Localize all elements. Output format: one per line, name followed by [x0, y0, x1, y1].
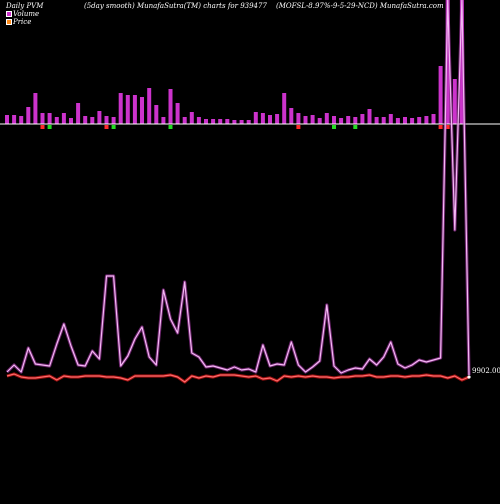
volume-bar	[168, 89, 173, 124]
volume-bar	[417, 117, 422, 124]
volume-bar	[282, 93, 287, 124]
volume-bar	[232, 120, 237, 124]
volume-bar	[154, 105, 159, 124]
volume-bar	[12, 115, 17, 124]
volume-bar	[125, 95, 130, 124]
down-day-marker	[332, 125, 336, 129]
volume-bar	[140, 97, 144, 124]
volume-bar	[97, 111, 102, 124]
volume-bar	[296, 113, 301, 124]
volume-bar	[175, 103, 180, 124]
volume-bar	[61, 113, 66, 124]
legend-price: Price	[6, 18, 31, 26]
volume-bar	[218, 119, 223, 124]
volume-bar	[452, 79, 457, 124]
volume-bar	[47, 113, 52, 124]
volume-bar	[118, 93, 123, 124]
volume-bar	[438, 66, 443, 124]
volume-bar	[317, 118, 322, 124]
volume-bar	[54, 117, 59, 124]
chart-symbol: (MOFSL-8.97%-9-5-29-NCD) MunafaSutra.com	[276, 2, 444, 10]
volume-bar	[33, 93, 38, 124]
down-day-marker	[168, 125, 173, 129]
volume-bar	[346, 116, 351, 124]
volume-bar	[410, 118, 415, 124]
chart-type-label: Daily PVM	[6, 2, 44, 10]
volume-bar	[367, 109, 372, 124]
volume-bar	[353, 117, 358, 124]
volume-bar	[189, 112, 194, 124]
volume-bar	[324, 113, 329, 124]
volume-bar	[5, 115, 9, 124]
volume-bar	[132, 95, 137, 124]
down-day-marker	[438, 125, 443, 129]
volume-bar	[40, 113, 45, 124]
volume-bar	[76, 103, 81, 124]
legend-volume: Volume	[6, 10, 39, 18]
down-day-marker	[353, 125, 358, 129]
legend-volume-swatch	[6, 11, 12, 17]
volume-bar	[204, 119, 208, 124]
volume-bar	[403, 117, 407, 124]
last-price-label: 9902.00 8.80	[472, 367, 500, 375]
down-day-marker	[40, 125, 45, 129]
legend-volume-label: Volume	[13, 10, 40, 18]
down-day-marker	[47, 125, 52, 129]
volume-bar	[268, 115, 272, 124]
volume-bar	[289, 108, 294, 124]
volume-line-glow	[5, 0, 471, 376]
volume-bar	[381, 117, 386, 124]
volume-bar	[303, 116, 308, 124]
volume-bar	[111, 117, 116, 124]
down-day-marker	[445, 125, 450, 129]
volume-bar	[90, 117, 95, 124]
volume-line	[6, 0, 470, 376]
volume-bar	[69, 118, 73, 124]
volume-bar	[395, 118, 400, 124]
legend-price-label: Price	[13, 18, 32, 26]
volume-bar	[260, 113, 265, 124]
volume-bar	[332, 116, 336, 124]
price-end-marker	[467, 375, 471, 379]
volume-bar	[388, 114, 393, 124]
volume-bar	[239, 120, 244, 124]
volume-bar	[196, 117, 201, 124]
volume-bar	[253, 112, 258, 124]
volume-bar	[83, 116, 88, 124]
volume-bar	[147, 88, 152, 124]
volume-bar	[104, 116, 109, 124]
volume-bar	[182, 117, 187, 124]
chart-title: (5day smooth) MunafaSutra(TM) charts for…	[84, 2, 267, 10]
volume-bar	[374, 117, 379, 124]
volume-bar	[275, 114, 280, 124]
volume-bar	[339, 118, 344, 124]
volume-bar	[161, 117, 166, 124]
volume-bar	[26, 107, 31, 124]
down-day-marker	[104, 125, 109, 129]
volume-bar	[211, 119, 216, 124]
volume-bar	[431, 114, 436, 124]
volume-bar	[19, 116, 24, 124]
volume-bar	[310, 115, 315, 124]
down-day-marker	[296, 125, 301, 129]
price-line	[6, 373, 470, 383]
volume-bar	[360, 114, 365, 124]
volume-bar	[424, 116, 429, 124]
down-day-marker	[111, 125, 116, 129]
volume-bar	[225, 119, 230, 124]
legend-price-swatch	[6, 19, 12, 25]
volume-bar	[246, 120, 251, 124]
